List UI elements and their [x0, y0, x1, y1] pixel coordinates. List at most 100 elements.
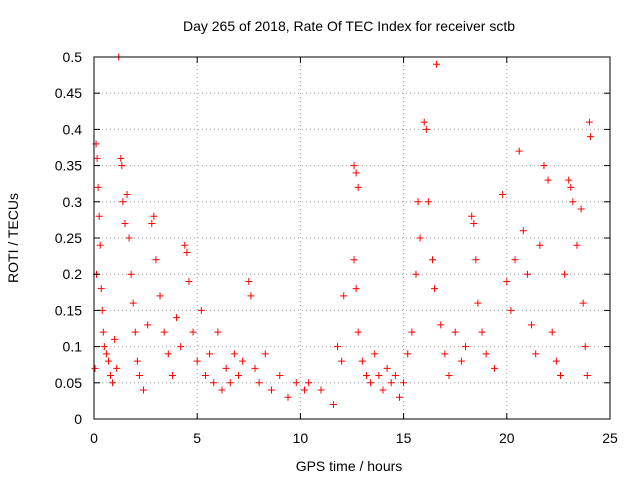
- data-point: [350, 162, 358, 170]
- data-point: [135, 372, 143, 380]
- data-point: [230, 350, 238, 358]
- data-point: [93, 154, 101, 162]
- data-point: [173, 314, 181, 322]
- data-point: [367, 379, 375, 387]
- data-point: [261, 350, 269, 358]
- data-point: [354, 328, 362, 336]
- x-tick-label: 0: [90, 430, 98, 446]
- data-point: [129, 299, 137, 307]
- x-tick-label: 15: [396, 430, 412, 446]
- data-point: [197, 306, 205, 314]
- data-point: [431, 285, 439, 293]
- y-tick-label: 0.45: [55, 85, 82, 101]
- data-point: [239, 357, 247, 365]
- data-point: [201, 372, 209, 380]
- y-axis-ticks: 0 0.05 0.1 0.15 0.2 0.25 0.3 0.35 0.4 0.45 0.5: [55, 49, 610, 427]
- data-point: [218, 386, 226, 394]
- data-point: [96, 241, 104, 249]
- data-point: [408, 328, 416, 336]
- data-point: [428, 256, 436, 264]
- data-point: [111, 335, 119, 343]
- data-point: [375, 372, 383, 380]
- data-point: [400, 379, 408, 387]
- grid-lines: [94, 57, 610, 419]
- y-tick-label: 0.3: [63, 194, 83, 210]
- data-point: [585, 118, 593, 126]
- data-point: [118, 162, 126, 170]
- data-point: [117, 154, 125, 162]
- y-tick-label: 0.2: [63, 266, 83, 282]
- data-point: [556, 372, 564, 380]
- y-tick-label: 0: [74, 411, 82, 427]
- chart-title: Day 265 of 2018, Rate Of TEC Index for r…: [183, 18, 515, 34]
- data-point: [437, 321, 445, 329]
- data-point: [462, 343, 470, 351]
- data-point: [234, 372, 242, 380]
- data-point: [391, 372, 399, 380]
- data-point: [121, 220, 129, 228]
- x-tick-label: 20: [499, 430, 515, 446]
- data-point: [247, 292, 255, 300]
- data-point: [511, 256, 519, 264]
- data-point: [340, 292, 348, 300]
- data-point: [552, 357, 560, 365]
- data-point: [210, 379, 218, 387]
- y-tick-label: 0.15: [55, 302, 82, 318]
- data-point: [548, 328, 556, 336]
- data-point: [503, 277, 511, 285]
- data-point: [472, 256, 480, 264]
- data-point: [515, 147, 523, 155]
- data-point: [160, 328, 168, 336]
- data-point: [148, 220, 156, 228]
- data-point: [334, 343, 342, 351]
- data-point: [579, 299, 587, 307]
- data-point: [255, 379, 263, 387]
- data-point: [416, 234, 424, 242]
- data-point: [470, 220, 478, 228]
- data-point: [387, 379, 395, 387]
- data-point: [532, 350, 540, 358]
- data-point: [156, 292, 164, 300]
- data-point: [185, 277, 193, 285]
- data-point: [561, 270, 569, 278]
- data-point: [168, 372, 176, 380]
- data-point: [245, 277, 253, 285]
- data-point: [352, 169, 360, 177]
- data-point: [214, 328, 222, 336]
- data-point: [268, 386, 276, 394]
- data-point: [581, 343, 589, 351]
- data-point: [544, 176, 552, 184]
- data-point: [164, 350, 172, 358]
- data-point: [133, 357, 141, 365]
- data-point: [445, 372, 453, 380]
- data-point: [284, 393, 292, 401]
- data-point: [152, 256, 160, 264]
- data-point: [523, 270, 531, 278]
- data-point: [95, 212, 103, 220]
- data-point: [107, 372, 115, 380]
- data-point: [181, 241, 189, 249]
- data-point: [189, 328, 197, 336]
- y-tick-label: 0.05: [55, 375, 82, 391]
- x-tick-label: 25: [602, 430, 618, 446]
- data-point: [352, 285, 360, 293]
- data-point: [414, 198, 422, 206]
- data-point: [276, 372, 284, 380]
- data-point: [412, 270, 420, 278]
- data-point: [317, 386, 325, 394]
- data-point: [140, 386, 148, 394]
- y-tick-label: 0.25: [55, 230, 82, 246]
- data-point: [569, 198, 577, 206]
- data-point: [99, 328, 107, 336]
- data-point: [119, 198, 127, 206]
- data-point: [104, 357, 112, 365]
- data-point: [482, 350, 490, 358]
- data-point: [383, 364, 391, 372]
- data-point: [226, 379, 234, 387]
- data-point: [395, 393, 403, 401]
- data-point: [499, 191, 507, 199]
- data-point: [91, 364, 99, 372]
- data-point: [457, 357, 465, 365]
- data-point: [451, 328, 459, 336]
